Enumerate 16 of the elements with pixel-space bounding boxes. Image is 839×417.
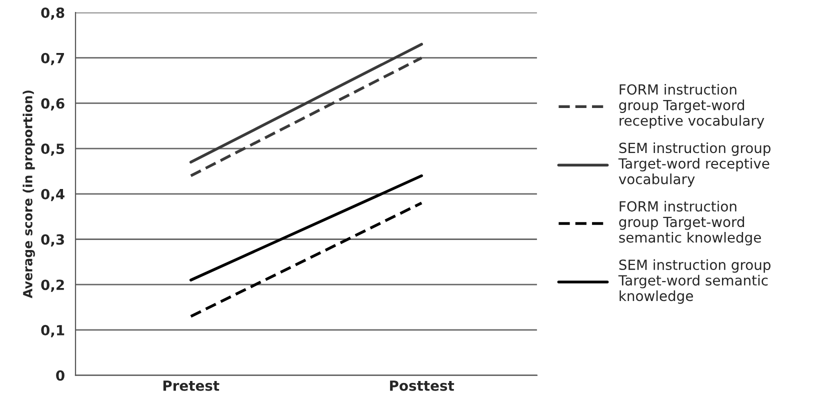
legend-label: SEM instruction group Target-word receptive vocabulary bbox=[618, 142, 770, 187]
legend-label: FORM instruction group Target-word receptive vocabulary bbox=[619, 84, 764, 129]
y-tick-label: 0,3 bbox=[41, 234, 64, 247]
y-axis-title: Average score (in proportion) bbox=[22, 90, 35, 298]
y-tick-label: 0,8 bbox=[41, 7, 64, 20]
legend-label: FORM instruction group Target-word semantic knowledge bbox=[619, 200, 761, 246]
y-tick-label: 0,4 bbox=[41, 188, 64, 202]
y-tick-label: 0,1 bbox=[41, 324, 64, 338]
y-tick-label: 0 bbox=[56, 370, 64, 381]
legend-label: SEM instruction group Target-word semantic knowledge bbox=[618, 259, 770, 304]
y-tick-label: 0,2 bbox=[41, 280, 64, 292]
y-tick-label: 0,5 bbox=[41, 144, 64, 156]
x-tick-label: Pretest bbox=[163, 380, 220, 391]
y-tick-label: 0,7 bbox=[41, 52, 64, 66]
x-tick-label: Posttest bbox=[390, 380, 454, 391]
y-tick-label: 0,6 bbox=[41, 98, 64, 110]
